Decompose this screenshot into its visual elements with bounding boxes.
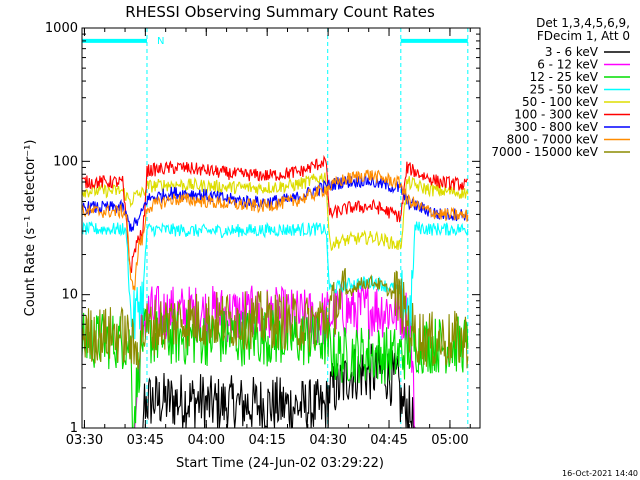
x-tick-label-6: 04:45 xyxy=(370,433,407,448)
legend-label-9: 7000 - 15000 keV xyxy=(491,145,598,159)
x-tick-label-7: 05:00 xyxy=(431,433,468,448)
x-tick-label-1: 03:30 xyxy=(66,433,103,448)
y-tick-label-4: 1000 xyxy=(45,21,78,36)
legend-label-4: 25 - 50 keV xyxy=(530,83,599,97)
legend-label-1: 3 - 6 keV xyxy=(545,45,599,59)
y-tick-label-1: 1 xyxy=(70,421,78,436)
y-tick-label-2: 10 xyxy=(61,288,78,303)
legend-header-line-1: Det 1,3,4,5,6,9, xyxy=(536,16,630,30)
series-9-line xyxy=(81,268,469,370)
series-8-line xyxy=(81,169,469,291)
legend: Det 1,3,4,5,6,9, FDecim 1, Att 0 3 - 6 k… xyxy=(491,16,630,159)
legend-label-7: 300 - 800 keV xyxy=(514,120,598,134)
x-tick-label-5: 04:30 xyxy=(309,433,346,448)
series-1-line xyxy=(134,343,468,429)
y-axis-label: Count Rate (s⁻¹ detector⁻¹) xyxy=(23,140,38,317)
legend-header-line-2: FDecim 1, Att 0 xyxy=(537,29,630,43)
legend-label-3: 12 - 25 keV xyxy=(530,70,599,84)
series-layer xyxy=(81,154,469,429)
legend-label-8: 800 - 7000 keV xyxy=(507,133,599,147)
plot-frame xyxy=(81,27,481,429)
chart-title: RHESSI Observing Summary Count Rates xyxy=(125,3,435,21)
x-tick-label-4: 04:15 xyxy=(248,433,285,448)
x-tick-label-3: 04:00 xyxy=(188,433,225,448)
x-tick-label-2: 03:45 xyxy=(127,433,164,448)
x-axis-label: Start Time (24-Jun-02 03:29:22) xyxy=(176,456,384,471)
legend-label-5: 50 - 100 keV xyxy=(522,95,599,109)
night-flag-label: N xyxy=(157,36,164,47)
legend-label-2: 6 - 12 keV xyxy=(537,58,599,72)
legend-label-6: 100 - 300 keV xyxy=(514,108,598,122)
date-stamp: 16-Oct-2021 14:40 xyxy=(562,469,638,478)
axes-layer: 1 10 100 1000 03:30 03:45 04:00 04:15 04:30 04:45… xyxy=(45,21,481,448)
y-tick-label-3: 100 xyxy=(53,154,78,169)
night-boundary-lines xyxy=(146,28,469,428)
